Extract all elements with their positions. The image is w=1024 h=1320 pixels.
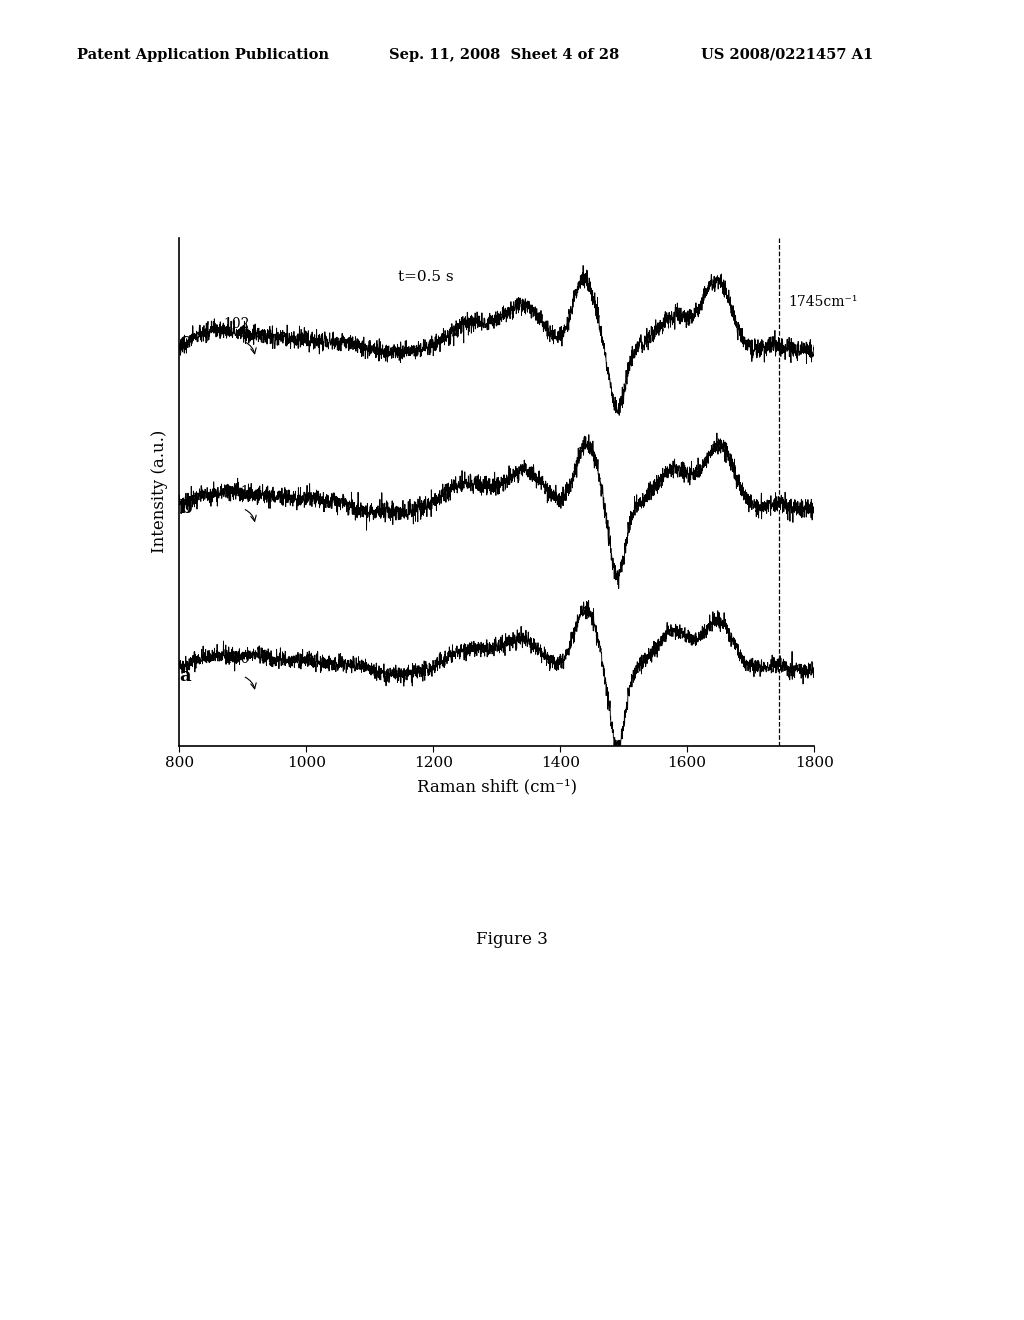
Y-axis label: Intensity (a.u.): Intensity (a.u.) [152,430,168,553]
Text: Patent Application Publication: Patent Application Publication [77,48,329,62]
Text: 100: 100 [223,652,250,667]
Text: US 2008/0221457 A1: US 2008/0221457 A1 [701,48,873,62]
Text: 102: 102 [223,317,250,331]
Text: a: a [179,667,190,685]
Text: Figure 3: Figure 3 [476,931,548,948]
Text: b: b [179,499,191,517]
Text: Sep. 11, 2008  Sheet 4 of 28: Sep. 11, 2008 Sheet 4 of 28 [389,48,620,62]
Text: 1745cm⁻¹: 1745cm⁻¹ [788,294,858,309]
Text: c: c [179,331,190,350]
Text: t=0.5 s: t=0.5 s [398,269,454,284]
X-axis label: Raman shift (cm⁻¹): Raman shift (cm⁻¹) [417,779,577,796]
Text: 101: 101 [223,484,250,499]
